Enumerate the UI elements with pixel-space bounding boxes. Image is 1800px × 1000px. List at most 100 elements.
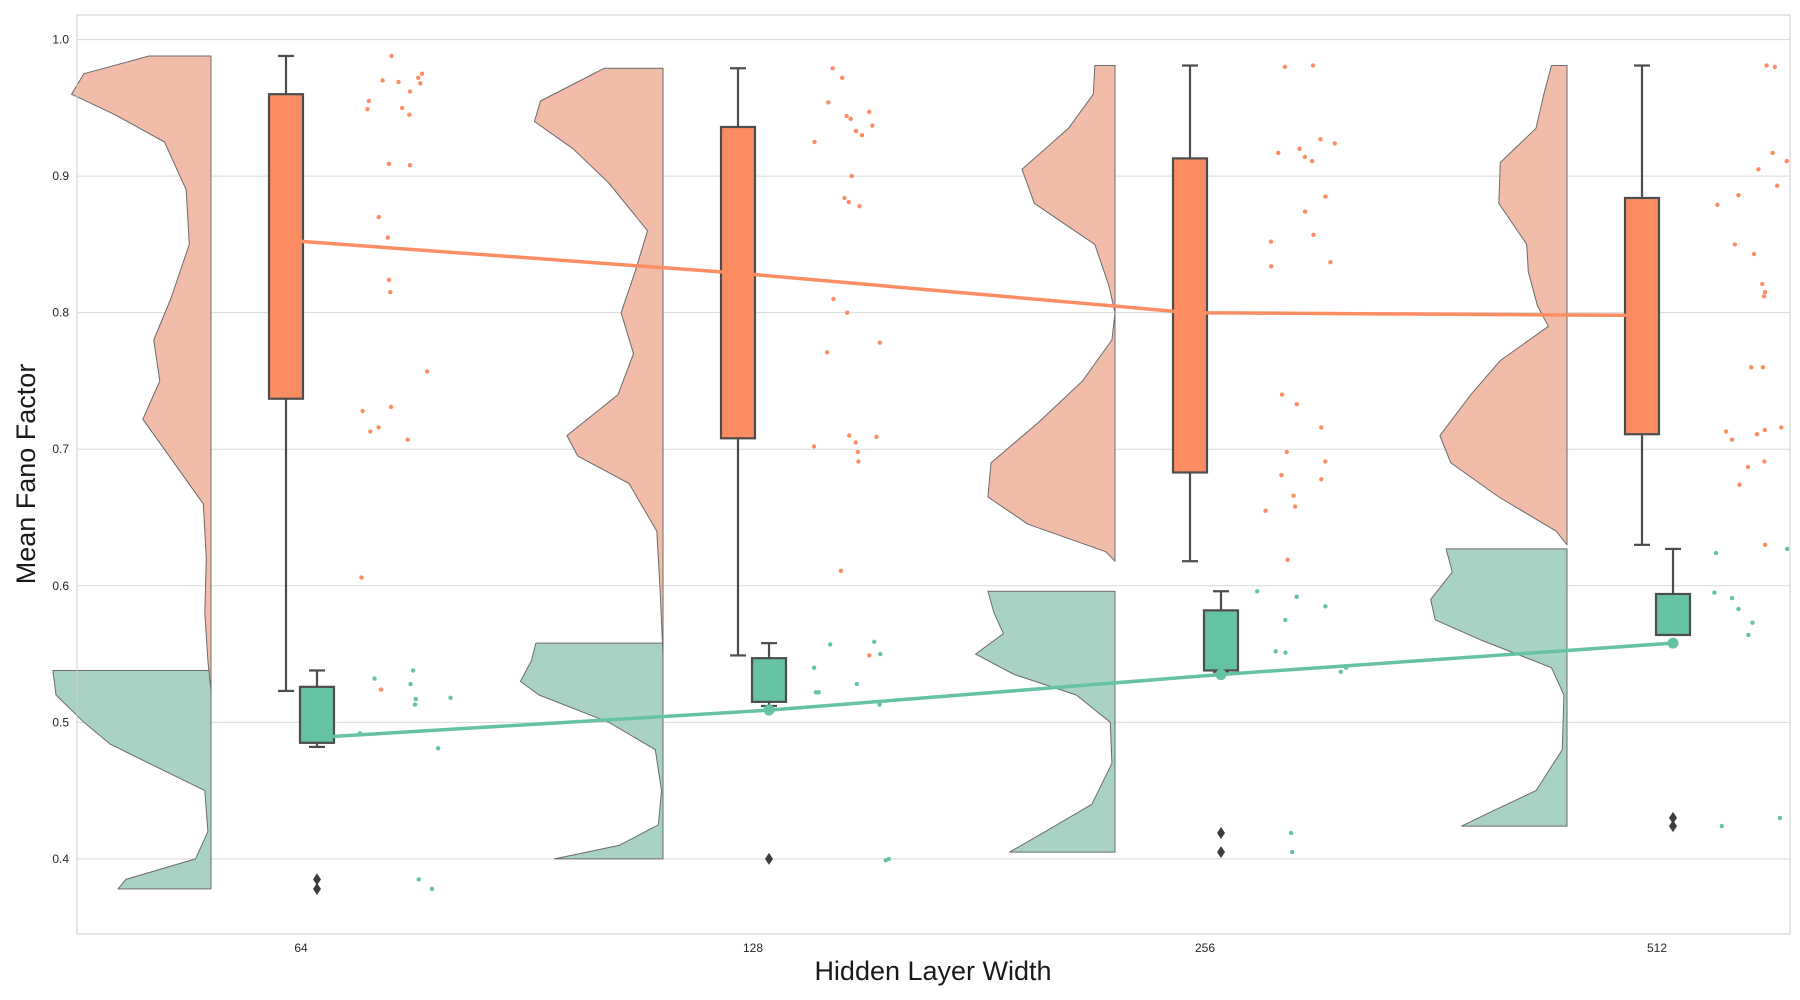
rain-point <box>1297 146 1302 151</box>
box-plot <box>298 669 336 895</box>
rain-point <box>1729 437 1735 442</box>
rain-point <box>1754 432 1760 437</box>
rain-point <box>1343 665 1349 670</box>
rain-point <box>1777 815 1783 821</box>
violin-half <box>71 55 212 692</box>
rain-point <box>416 75 421 81</box>
rain-point <box>407 163 413 168</box>
rain-point <box>407 112 412 117</box>
rain-point <box>1770 150 1775 156</box>
mean-lines <box>284 238 1679 740</box>
y-tick-label: 0.8 <box>52 306 69 320</box>
rain-point <box>396 79 401 85</box>
box-iqr <box>719 125 757 440</box>
mean-trend-line <box>315 641 1675 740</box>
rain-point <box>840 75 845 81</box>
rain-point <box>372 676 377 681</box>
rain-point <box>872 639 877 644</box>
rain-point <box>385 235 390 240</box>
rain-point <box>877 340 882 345</box>
rain-point <box>1764 63 1769 68</box>
rain-point <box>844 113 849 119</box>
rain-point <box>1328 260 1333 265</box>
rain-point <box>378 687 384 692</box>
violin-half <box>52 670 212 890</box>
rain-point <box>410 668 416 673</box>
rain-point <box>1294 594 1299 599</box>
rain-point <box>1762 427 1768 433</box>
rain-point <box>826 100 831 105</box>
rain-point <box>1749 365 1754 370</box>
outlier-marker <box>313 882 321 895</box>
rain-point <box>1332 141 1337 146</box>
rain-point <box>1319 477 1324 482</box>
rain-point <box>1719 823 1725 829</box>
box-plot <box>719 67 757 657</box>
rain-point <box>435 746 441 751</box>
box-plot <box>267 54 305 693</box>
rain-point <box>1736 193 1741 198</box>
rain-point <box>845 310 850 315</box>
rain-point <box>1751 251 1757 257</box>
rain-point <box>847 433 852 438</box>
rain-point <box>1723 429 1729 434</box>
mean-marker <box>1215 669 1227 681</box>
rain-point <box>1729 595 1735 601</box>
rain-point <box>854 681 859 687</box>
box-iqr <box>267 93 305 400</box>
rain-point <box>366 98 371 104</box>
rain-point <box>848 116 853 122</box>
rain-point <box>1292 504 1298 509</box>
violin-half <box>519 642 664 860</box>
violin-half <box>1430 548 1568 827</box>
rain-point <box>407 89 413 94</box>
box-iqr <box>1654 592 1692 637</box>
rain-point <box>828 642 833 647</box>
outlier-marker <box>1217 826 1225 839</box>
rain-point <box>1279 473 1284 478</box>
rain-point <box>1760 365 1766 370</box>
box-plot <box>1654 547 1692 833</box>
rain-point <box>1268 239 1274 244</box>
y-tick-label: 0.5 <box>52 715 69 729</box>
rain-point <box>412 702 418 707</box>
rain-point <box>359 575 364 580</box>
box-iqr <box>1171 157 1209 474</box>
rain-point <box>824 350 830 355</box>
plot-area <box>52 14 1791 935</box>
rain-point <box>853 128 859 134</box>
rain-point <box>811 444 817 449</box>
rain-point <box>1736 606 1741 612</box>
rain-point <box>357 731 363 736</box>
rain-point <box>413 696 418 702</box>
rain-point <box>877 702 882 707</box>
y-tick-label: 0.7 <box>52 442 69 456</box>
rain-point <box>1338 669 1344 674</box>
rain-point <box>1283 617 1288 623</box>
rain-point <box>878 651 883 657</box>
rain-point <box>855 449 860 455</box>
rain-point <box>1775 183 1780 188</box>
rain-point <box>388 404 394 410</box>
rain-point <box>1288 830 1294 836</box>
rain-point <box>1273 649 1278 654</box>
rain-point <box>1263 508 1268 513</box>
rain-point <box>853 440 858 445</box>
rain-point <box>376 425 381 430</box>
rain-point <box>1309 158 1315 164</box>
rain-point <box>1779 425 1784 430</box>
rain-point <box>1311 232 1316 237</box>
rain-point <box>368 429 373 434</box>
outlier-marker <box>313 873 321 886</box>
rain-point <box>1772 64 1778 70</box>
rain-point <box>1762 290 1768 295</box>
rain-point <box>386 161 392 166</box>
rain-point <box>416 877 421 882</box>
rain-point <box>1323 604 1328 609</box>
rain-point <box>1255 589 1260 594</box>
rain-point <box>1302 209 1308 214</box>
mean-marker <box>763 704 775 716</box>
outlier-marker <box>765 852 773 865</box>
rain-point <box>857 204 862 209</box>
